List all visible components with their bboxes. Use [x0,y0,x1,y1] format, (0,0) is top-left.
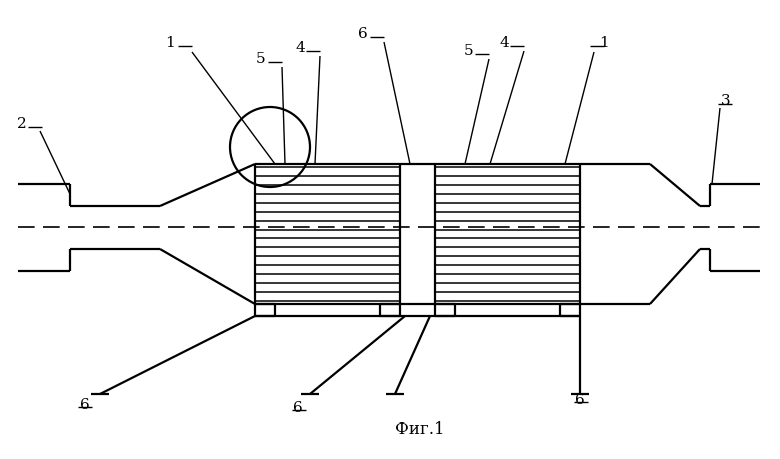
Text: 2: 2 [17,117,27,131]
Text: 1: 1 [165,36,175,50]
Text: 5: 5 [256,52,266,66]
Text: Фиг.1: Фиг.1 [395,420,445,437]
Text: 4: 4 [499,36,509,50]
Text: 6: 6 [293,400,303,414]
Text: 5: 5 [464,44,473,58]
Text: 6: 6 [575,392,585,406]
Text: 4: 4 [295,41,305,55]
Text: 3: 3 [722,94,731,108]
Text: 6: 6 [358,27,368,41]
Text: 6: 6 [80,397,90,411]
Text: 1: 1 [599,36,609,50]
